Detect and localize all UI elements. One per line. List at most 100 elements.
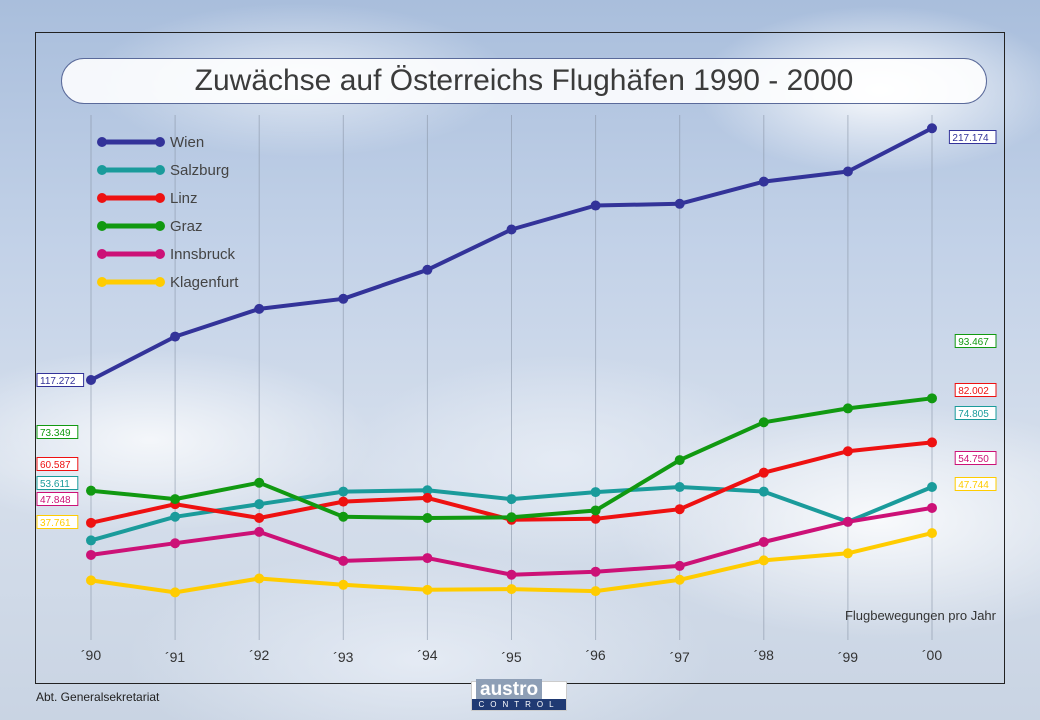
- start-label-salzburg: 53.611: [40, 479, 70, 490]
- start-label-graz: 73.349: [40, 428, 71, 439]
- data-point-wien: [170, 331, 181, 342]
- end-label-innsbruck: 54.750: [958, 454, 989, 465]
- start-label-graz-box: [36, 425, 79, 439]
- data-point-wien: [86, 375, 96, 385]
- x-tick-label: ´96: [585, 647, 605, 663]
- data-point-linz: [590, 513, 601, 524]
- data-point-linz: [338, 496, 349, 507]
- data-point-graz: [842, 403, 853, 414]
- data-point-salzburg: [674, 482, 685, 493]
- x-tick-label: ´93: [333, 649, 353, 665]
- data-point-linz: [86, 517, 96, 528]
- end-label-graz-box: [954, 334, 997, 348]
- data-point-salzburg: [758, 486, 769, 497]
- logo-top-text: austro: [476, 679, 543, 701]
- legend-dot-end: [155, 165, 165, 175]
- data-point-graz: [590, 505, 601, 516]
- end-label-linz-box: [954, 383, 997, 397]
- data-point-linz: [422, 492, 433, 503]
- end-label-graz: 93.467: [958, 337, 989, 348]
- data-point-salzburg: [506, 494, 517, 505]
- legend-dot-end: [155, 277, 165, 287]
- data-point-graz: [86, 485, 96, 496]
- legend-dot-end: [155, 249, 165, 259]
- end-label-salzburg: 74.805: [958, 409, 989, 420]
- data-point-klagenfurt: [590, 586, 601, 597]
- data-point-klagenfurt: [674, 574, 685, 585]
- end-label-innsbruck-box: [954, 451, 997, 465]
- data-point-klagenfurt: [927, 528, 937, 539]
- data-point-linz: [927, 437, 937, 448]
- end-label-wien-box: [948, 130, 997, 144]
- x-tick-label: ´91: [165, 649, 185, 665]
- data-point-innsbruck: [86, 549, 96, 560]
- data-point-innsbruck: [590, 566, 601, 577]
- data-point-linz: [758, 467, 769, 478]
- data-point-salzburg: [86, 535, 96, 546]
- data-point-graz: [254, 477, 265, 488]
- x-tick-label: ´90: [81, 647, 101, 663]
- data-point-klagenfurt: [338, 579, 349, 590]
- start-label-salzburg-box: [36, 476, 79, 490]
- data-point-klagenfurt: [254, 573, 265, 584]
- data-point-klagenfurt: [758, 555, 769, 566]
- data-point-salzburg: [590, 487, 601, 498]
- end-label-klagenfurt: 47.744: [958, 480, 989, 491]
- end-label-wien: 217.174: [952, 133, 989, 144]
- x-tick-label: ´92: [249, 647, 269, 663]
- x-tick-label: ´99: [838, 649, 858, 665]
- chart-annotation: Flugbewegungen pro Jahr: [845, 608, 997, 623]
- chart-title: Zuwächse auf Österreichs Flughäfen 1990 …: [194, 64, 854, 97]
- start-label-innsbruck: 47.848: [40, 495, 71, 506]
- legend-label-innsbruck: Innsbruck: [170, 246, 236, 263]
- x-tick-label: ´94: [417, 647, 437, 663]
- data-point-salzburg: [170, 511, 181, 522]
- data-point-graz: [674, 455, 685, 466]
- data-point-innsbruck: [927, 502, 937, 513]
- legend-dot-end: [155, 221, 165, 231]
- legend-label-graz: Graz: [170, 218, 203, 235]
- data-point-innsbruck: [254, 526, 265, 537]
- data-point-salzburg: [927, 482, 937, 493]
- data-point-graz: [927, 393, 937, 404]
- legend-dot-end: [155, 137, 165, 147]
- data-point-klagenfurt: [170, 587, 181, 598]
- data-point-wien: [506, 224, 517, 235]
- data-point-wien: [674, 198, 685, 209]
- data-point-graz: [758, 417, 769, 428]
- legend-dot-start: [97, 193, 107, 203]
- legend-dot-end: [155, 193, 165, 203]
- start-label-klagenfurt-box: [36, 515, 79, 529]
- department-label: Abt. Generalsekretariat: [36, 690, 160, 704]
- data-point-klagenfurt: [506, 584, 517, 595]
- legend-dot-start: [97, 249, 107, 259]
- data-point-wien: [422, 264, 433, 275]
- data-point-klagenfurt: [422, 584, 433, 595]
- data-point-wien: [254, 303, 265, 314]
- start-label-klagenfurt: 37.761: [40, 518, 71, 529]
- x-tick-label: ´97: [670, 649, 690, 665]
- data-point-salzburg: [254, 499, 265, 510]
- data-point-innsbruck: [338, 555, 349, 566]
- data-point-graz: [170, 494, 181, 505]
- legend-dot-start: [97, 137, 107, 147]
- data-point-salzburg: [338, 486, 349, 497]
- legend-dot-start: [97, 165, 107, 175]
- data-point-wien: [338, 293, 349, 304]
- end-label-klagenfurt-box: [954, 477, 997, 491]
- data-point-innsbruck: [506, 569, 517, 580]
- start-label-wien-box: [36, 373, 85, 387]
- data-point-wien: [842, 166, 853, 177]
- data-point-innsbruck: [422, 553, 433, 564]
- data-point-innsbruck: [170, 538, 181, 549]
- data-point-innsbruck: [758, 536, 769, 547]
- data-point-innsbruck: [674, 560, 685, 571]
- data-point-graz: [338, 511, 349, 522]
- data-point-linz: [674, 504, 685, 515]
- legend-label-salzburg: Salzburg: [170, 162, 229, 179]
- data-point-salzburg: [422, 485, 433, 496]
- legend-dot-start: [97, 277, 107, 287]
- austro-control-logo: austro CONTROL: [471, 679, 567, 711]
